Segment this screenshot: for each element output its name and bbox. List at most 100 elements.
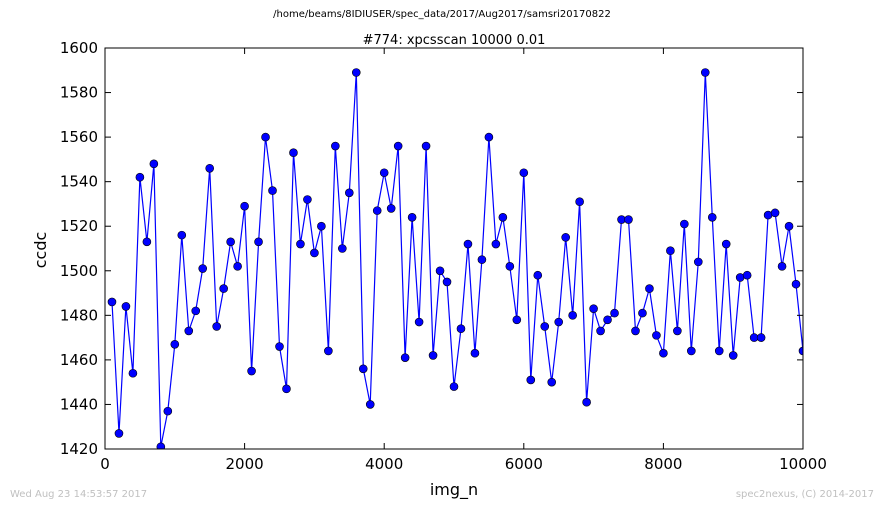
data-point — [247, 366, 256, 376]
data-point — [254, 237, 263, 247]
data-point — [491, 239, 501, 249]
data-point — [226, 237, 235, 247]
x-tick-label: 2000 — [226, 455, 264, 473]
data-point — [261, 132, 270, 142]
y-tick-label: 1580 — [60, 84, 98, 102]
data-point — [700, 68, 710, 77]
data-point — [205, 164, 214, 173]
data-point — [407, 213, 417, 222]
y-tick-label: 1600 — [60, 39, 98, 57]
data-point — [233, 262, 242, 271]
data-point — [582, 397, 591, 407]
data-point — [798, 346, 803, 356]
y-tick-label: 1540 — [60, 173, 98, 191]
data-point — [652, 331, 661, 340]
data-point — [324, 346, 333, 356]
data-point — [142, 237, 152, 247]
y-tick-label: 1500 — [60, 262, 98, 280]
y-tick-label: 1480 — [60, 306, 98, 324]
data-point — [393, 141, 403, 151]
footer-credit: spec2nexus, (C) 2014-2017 — [735, 489, 874, 500]
data-point — [742, 270, 752, 280]
data-point — [114, 429, 124, 438]
data-point — [121, 302, 131, 311]
x-axis-label: img_n — [430, 480, 478, 500]
data-point — [505, 262, 515, 271]
y-tick-label: 1420 — [60, 440, 98, 458]
data-point — [289, 148, 298, 158]
axis-ticks — [104, 47, 804, 450]
data-point — [575, 197, 584, 207]
y-tick-label: 1460 — [60, 351, 98, 369]
data-point — [379, 168, 389, 178]
data-point — [519, 168, 529, 178]
data-point — [645, 284, 654, 293]
data-point — [687, 346, 696, 356]
series-line — [111, 72, 803, 447]
data-point — [163, 406, 173, 416]
data-point — [149, 159, 159, 169]
data-point — [275, 342, 284, 351]
data-point — [414, 317, 424, 327]
data-point — [680, 219, 689, 229]
data-point — [666, 246, 675, 256]
data-point — [624, 215, 633, 224]
x-tick-label: 4000 — [365, 455, 403, 473]
data-point — [191, 306, 201, 316]
data-point — [756, 333, 766, 342]
data-point — [303, 195, 312, 204]
data-point — [568, 311, 577, 320]
data-point — [170, 339, 180, 349]
data-point — [365, 400, 375, 409]
data-point — [638, 308, 647, 318]
y-tick-label: 1560 — [60, 128, 98, 146]
data-point — [344, 188, 354, 198]
data-point — [777, 262, 787, 271]
data-point — [707, 213, 717, 222]
data-point — [463, 239, 473, 249]
x-tick-label: 6000 — [505, 455, 543, 473]
data-point — [310, 248, 319, 258]
data-point — [728, 351, 738, 360]
data-point — [338, 244, 347, 253]
data-point — [533, 270, 543, 280]
data-point — [610, 308, 619, 318]
x-tick-label: 10000 — [779, 455, 827, 473]
data-point — [331, 141, 340, 151]
data-point — [386, 204, 396, 213]
data-point — [784, 221, 794, 231]
data-point — [282, 384, 291, 394]
figure-suptitle: /home/beams/8IDIUSER/spec_data/2017/Aug2… — [273, 9, 611, 20]
data-point — [212, 322, 221, 331]
data-point — [470, 348, 480, 358]
y-axis-label: ccdc — [31, 232, 50, 269]
data-point — [477, 255, 487, 264]
data-point — [296, 239, 305, 249]
data-point — [498, 213, 508, 222]
data-point — [135, 172, 145, 182]
data-point — [107, 297, 117, 307]
data-point — [589, 304, 598, 313]
data-point — [177, 230, 187, 240]
data-point — [547, 377, 557, 387]
data-point — [240, 201, 249, 211]
data-point — [442, 277, 452, 287]
data-point — [693, 257, 703, 267]
data-point — [659, 348, 668, 358]
data-point — [561, 233, 570, 242]
x-tick-label: 0 — [100, 455, 110, 473]
data-point — [631, 326, 640, 336]
data-point — [421, 141, 431, 151]
data-point — [596, 326, 605, 336]
data-point — [512, 315, 522, 325]
data-point — [400, 353, 410, 362]
axis-tick-labels: 0 2000 4000 6000 8000 10000 1420 1440 1460 1480 15… — [60, 39, 827, 473]
data-point — [317, 221, 326, 231]
data-point — [268, 186, 277, 195]
data-point — [714, 346, 724, 356]
data-point — [791, 279, 801, 289]
data-point — [554, 317, 564, 327]
data-point — [198, 264, 208, 273]
data-point — [540, 322, 550, 331]
